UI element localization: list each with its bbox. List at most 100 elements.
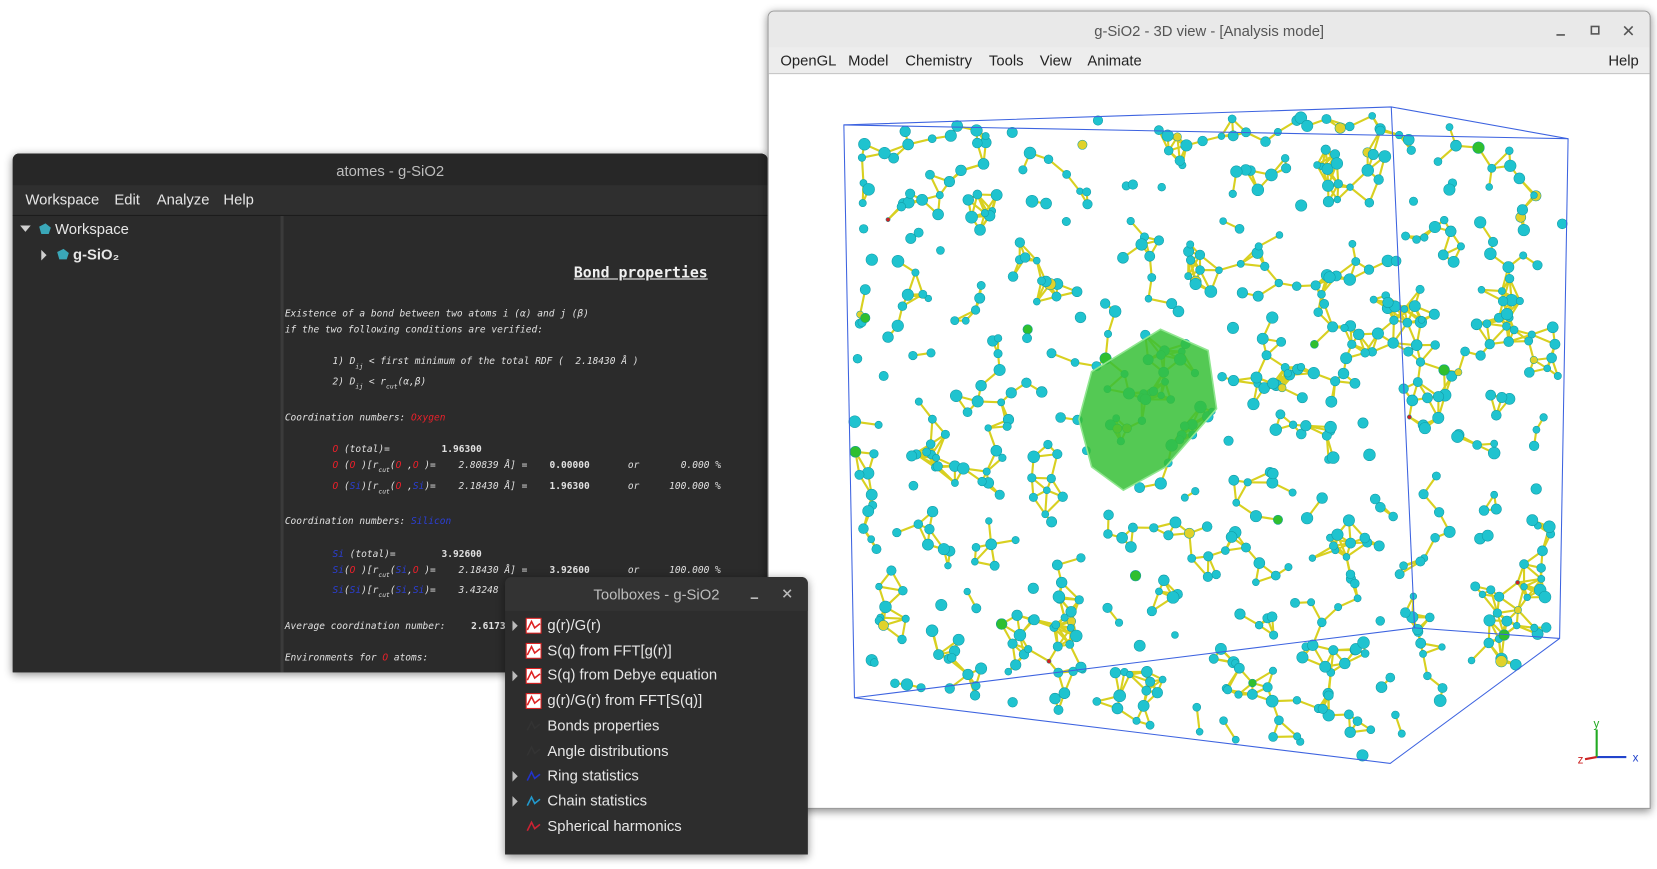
- menu-item[interactable]: Animate: [1087, 52, 1141, 69]
- atom: [1289, 489, 1296, 496]
- menu-item[interactable]: Analyze: [157, 191, 210, 208]
- atom: [1533, 260, 1543, 270]
- atom: [1374, 541, 1384, 551]
- report-text: 3.43248: [458, 586, 498, 597]
- report-text: 1.96300: [550, 482, 590, 493]
- report-line: 2) Dij < rcut(α,β): [332, 377, 426, 390]
- menu-item[interactable]: Tools: [989, 52, 1024, 69]
- atom: [1335, 123, 1346, 134]
- atom: [1409, 300, 1420, 311]
- atom: [1448, 256, 1459, 267]
- atom: [932, 454, 939, 461]
- atom: [1461, 347, 1470, 356]
- atom: [1281, 163, 1291, 173]
- report-line: 1) Dij < first minimum of the total RDF …: [332, 357, 638, 370]
- atom: [944, 176, 955, 187]
- atom: [1412, 624, 1422, 634]
- atom: [1301, 120, 1312, 131]
- atom: [1260, 262, 1269, 271]
- report-title: Bond properties: [574, 265, 708, 282]
- 3d-view[interactable]: x y z: [769, 73, 1650, 808]
- tree-root[interactable]: Workspace: [55, 220, 129, 237]
- atom: [1419, 489, 1429, 499]
- atom: [1389, 512, 1398, 521]
- atom: [914, 520, 923, 529]
- atom: [1204, 552, 1214, 562]
- atom: [1314, 162, 1321, 169]
- atom: [1438, 683, 1447, 692]
- atom: [1547, 322, 1558, 333]
- atom: [872, 544, 881, 553]
- atom: [983, 468, 990, 475]
- atom: [1059, 688, 1070, 699]
- atom: [1167, 591, 1179, 603]
- atom: [1154, 126, 1163, 135]
- atom: [1361, 649, 1369, 657]
- menu-item[interactable]: Edit: [114, 191, 140, 208]
- tool-icon: [527, 822, 540, 830]
- atom: [1216, 267, 1223, 274]
- atom: [1029, 615, 1039, 625]
- atom: [1276, 410, 1285, 419]
- atom: [962, 317, 969, 324]
- atom: [938, 543, 949, 554]
- atom: [1401, 232, 1409, 240]
- toolbox-item[interactable]: g(r)/G(r): [547, 616, 601, 633]
- atom: [1350, 378, 1360, 388]
- atom: [1350, 579, 1359, 588]
- toolbox-item[interactable]: g(r)/G(r) from FFT[S(q)]: [547, 691, 702, 708]
- menu-item[interactable]: Workspace: [25, 191, 99, 208]
- atom: [1109, 305, 1121, 317]
- axis-label: y: [1593, 717, 1599, 730]
- report-text: (total)=: [338, 445, 390, 456]
- atom: [906, 451, 916, 461]
- toolbox-item[interactable]: S(q) from FFT[g(r)]: [547, 641, 671, 658]
- menu-item[interactable]: Help: [223, 191, 253, 208]
- atom: [1388, 338, 1399, 349]
- atom: [1444, 526, 1455, 537]
- menu-item[interactable]: View: [1040, 52, 1072, 69]
- atom: [972, 138, 982, 148]
- toolbox-item[interactable]: Chain statistics: [547, 792, 647, 809]
- menu-item[interactable]: Help: [1608, 52, 1638, 69]
- toolbox-item[interactable]: S(q) from Debye equation: [547, 666, 717, 683]
- atom: [866, 489, 877, 500]
- atom: [1538, 575, 1545, 582]
- atom: [1076, 662, 1086, 672]
- atom: [1369, 112, 1376, 119]
- atom: [1232, 736, 1239, 743]
- atom: [1531, 624, 1538, 631]
- toolbox-item[interactable]: Ring statistics: [547, 767, 638, 784]
- atom: [1320, 661, 1331, 672]
- atom: [1244, 478, 1252, 486]
- atom: [1203, 572, 1213, 582]
- atom: [1438, 250, 1448, 260]
- workspace-tree: Workspace g-SiO₂: [13, 216, 281, 672]
- tree-project[interactable]: g-SiO₂: [73, 246, 119, 263]
- menu-item[interactable]: OpenGL: [780, 52, 836, 69]
- report-text: 2.18430 Å] =: [458, 565, 527, 576]
- atom: [922, 539, 933, 550]
- atom: [1186, 241, 1193, 248]
- atom: [1075, 595, 1084, 604]
- atom: [1419, 422, 1430, 433]
- toolbox-item[interactable]: Spherical harmonics: [547, 817, 681, 834]
- menu-item[interactable]: Model: [848, 52, 888, 69]
- atom: [1128, 523, 1137, 532]
- window-controls[interactable]: [738, 577, 808, 611]
- toolbox-item[interactable]: Angle distributions: [547, 742, 668, 759]
- report-text: Si: [350, 586, 361, 597]
- window-title: atomes - g-SiO2: [13, 154, 768, 186]
- atom: [1482, 530, 1493, 541]
- atom: [1341, 324, 1349, 332]
- atom: [1159, 676, 1166, 683]
- atom: [1033, 298, 1040, 305]
- toolbox-item[interactable]: Bonds properties: [547, 717, 659, 734]
- report-text: ,: [401, 461, 412, 472]
- atom: [1307, 599, 1314, 606]
- window-controls[interactable]: [1542, 12, 1648, 48]
- atom: [890, 679, 899, 688]
- report-text: Oxygen: [411, 413, 445, 424]
- menu-item[interactable]: Chemistry: [905, 52, 972, 69]
- polyhedron: [1079, 329, 1217, 490]
